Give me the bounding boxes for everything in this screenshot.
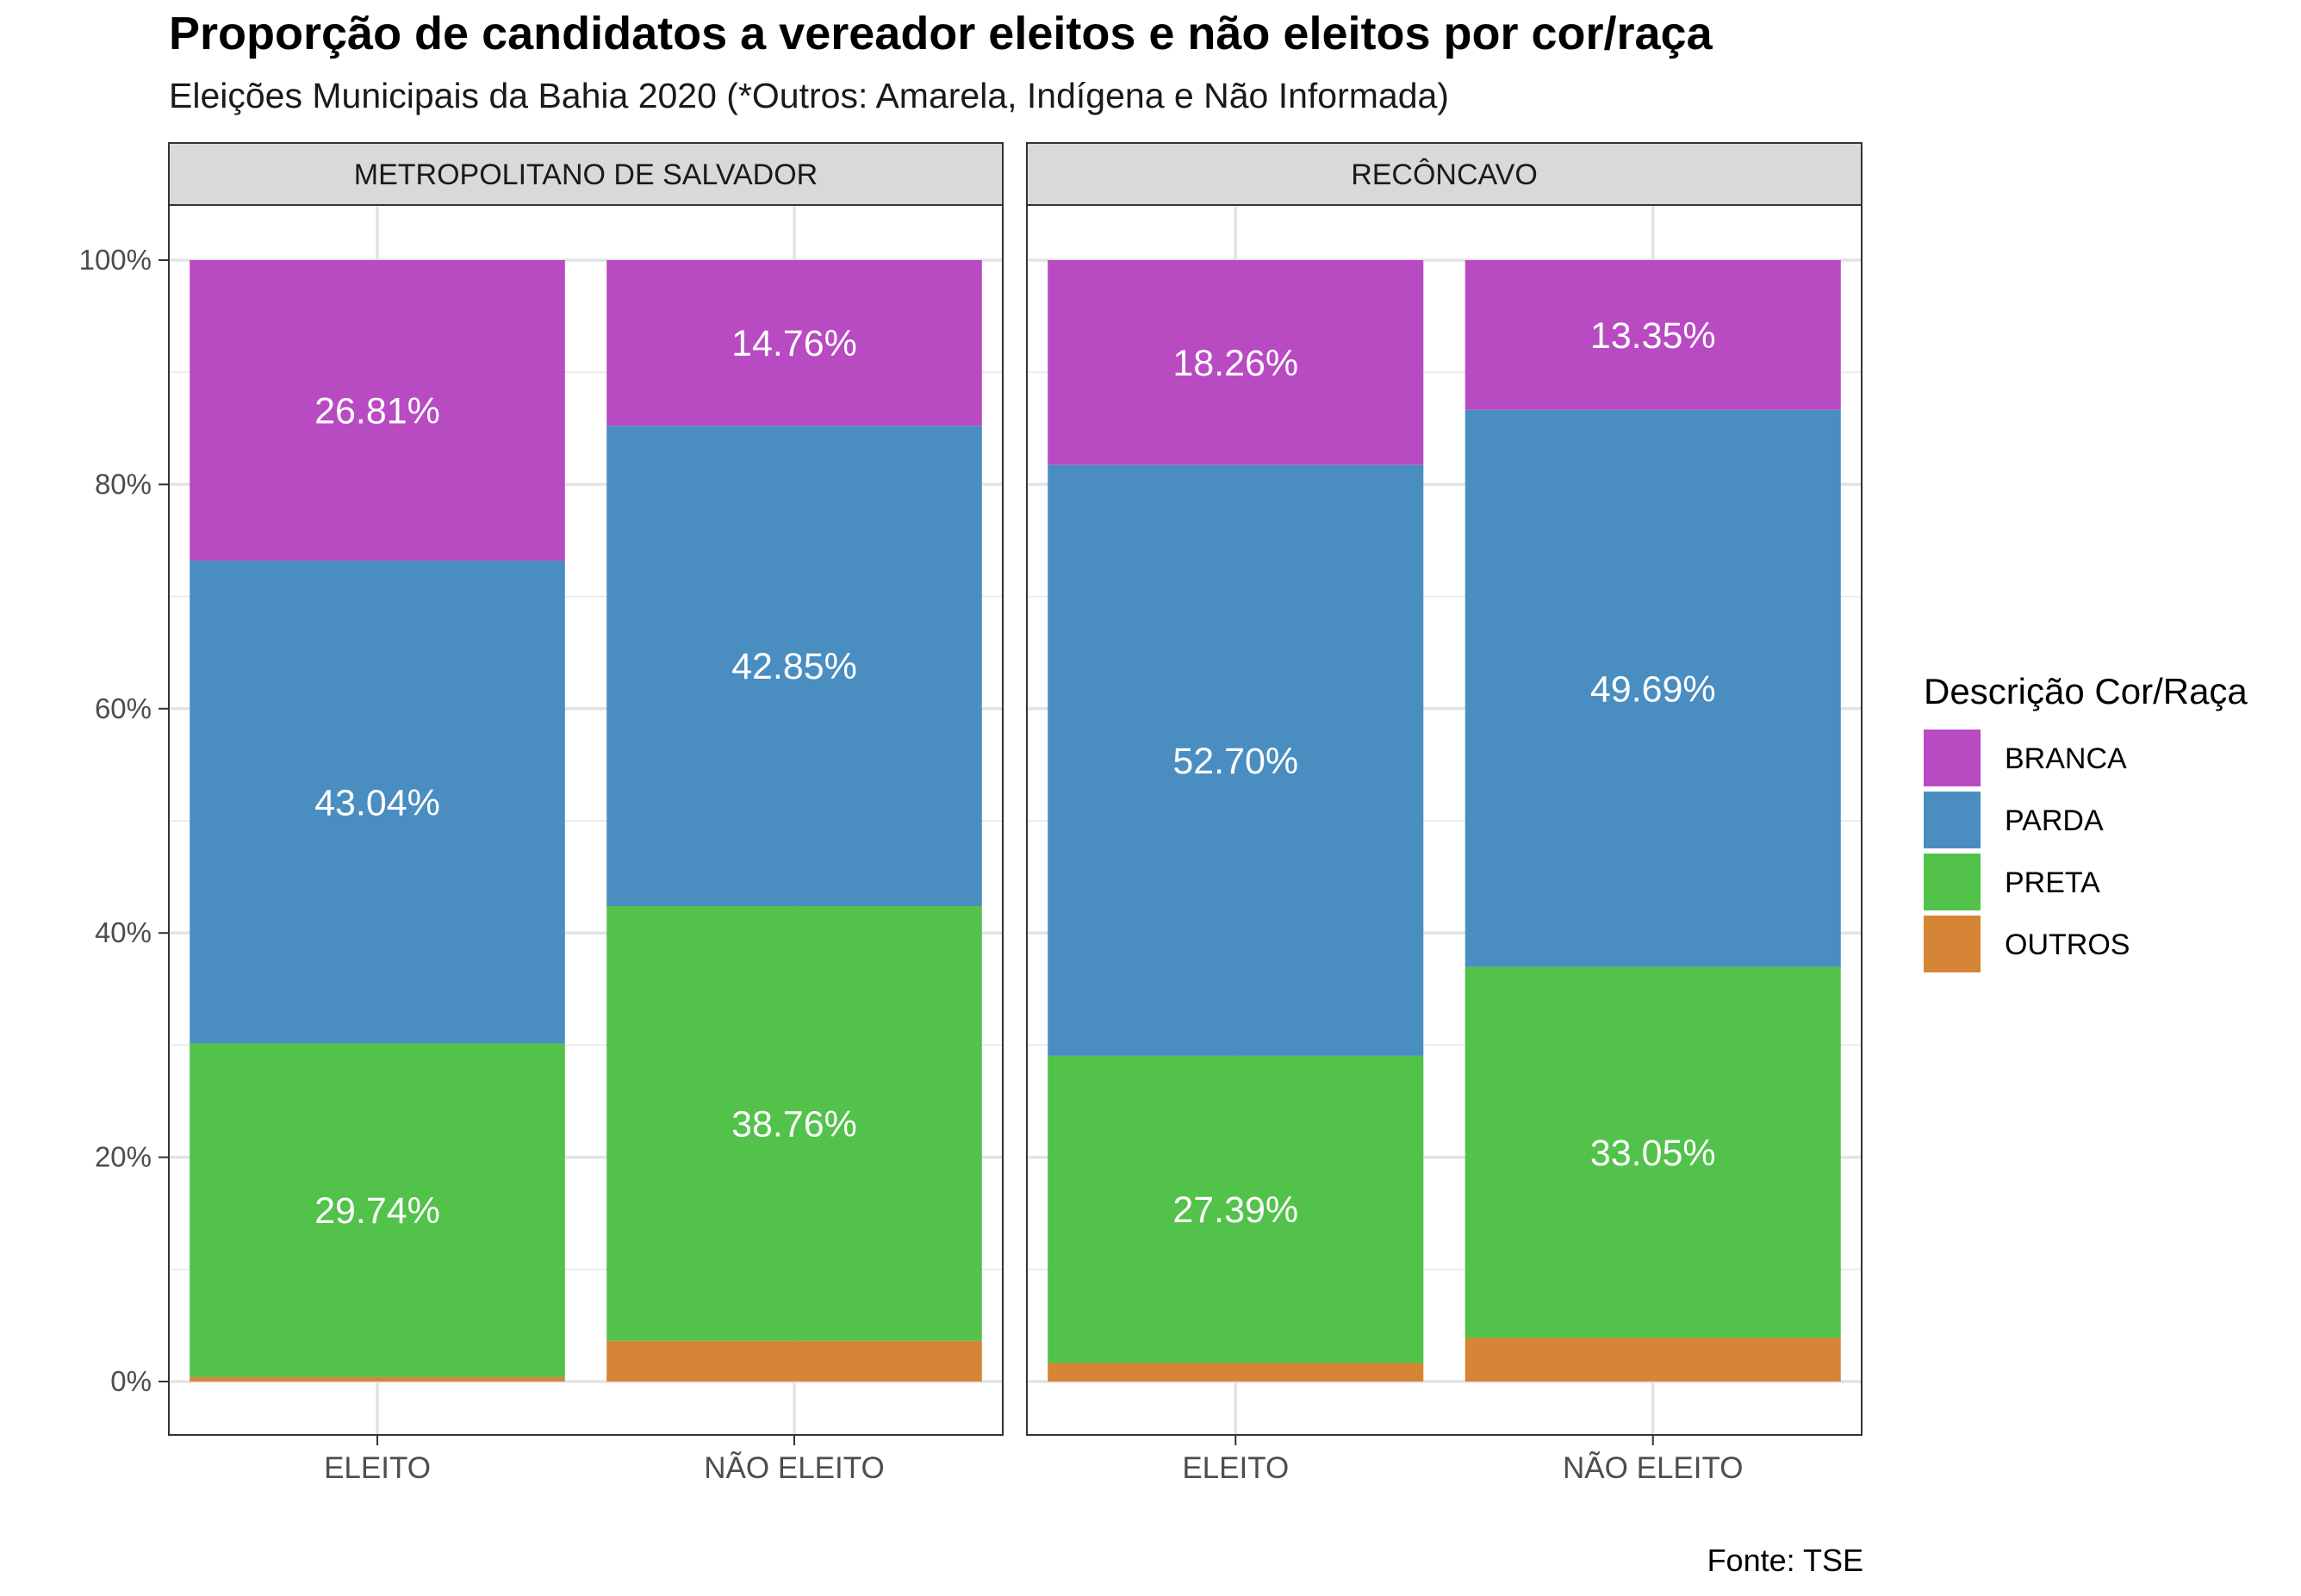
bar-segment-outros	[190, 1376, 565, 1382]
bar-segment-outros	[606, 1340, 982, 1382]
x-tick-label: ELEITO	[1182, 1451, 1289, 1485]
bar-segment-outros	[1048, 1363, 1424, 1382]
y-tick-label: 40%	[95, 916, 152, 948]
x-tick-label: NÃO ELEITO	[704, 1451, 884, 1485]
bar-segment-branca	[1465, 260, 1841, 410]
bar-segment-parda	[190, 561, 565, 1044]
bar-label: 27.39%	[1172, 1189, 1298, 1231]
bar-label: 18.26%	[1172, 343, 1298, 384]
bar-segment-preta	[190, 1043, 565, 1377]
legend-key-branca	[1924, 730, 1981, 786]
bar-segment-branca	[1048, 260, 1424, 465]
y-tick-label: 20%	[95, 1141, 152, 1173]
legend-label: OUTROS	[2005, 928, 2130, 961]
bar-label: 42.85%	[731, 646, 857, 687]
bar-segment-preta	[606, 906, 982, 1341]
bar-label: 29.74%	[314, 1190, 440, 1232]
y-tick-label: 60%	[95, 692, 152, 724]
bar-segment-branca	[606, 260, 982, 426]
bar-label: 52.70%	[1172, 741, 1298, 782]
bar-segment-parda	[606, 425, 982, 907]
bar-label: 14.76%	[731, 323, 857, 364]
bar-label: 49.69%	[1590, 668, 1716, 710]
bar-segment-parda	[1465, 409, 1841, 967]
y-tick-label: 100%	[79, 244, 152, 276]
bar-label: 26.81%	[314, 391, 440, 432]
legend-label: PRETA	[2005, 866, 2100, 899]
x-tick-label: ELEITO	[324, 1451, 431, 1485]
facet-strip-label: METROPOLITANO DE SALVADOR	[354, 158, 818, 191]
legend-key-outros	[1924, 916, 1981, 972]
bar-segment-parda	[1048, 464, 1424, 1056]
bar-label: 13.35%	[1590, 315, 1716, 357]
legend-label: PARDA	[2005, 804, 2104, 837]
x-tick-label: NÃO ELEITO	[1563, 1451, 1743, 1485]
bar-label: 38.76%	[731, 1103, 857, 1145]
bar-segment-outros	[1465, 1338, 1841, 1382]
facet-strip-1	[1026, 142, 1863, 206]
chart-caption: Fonte: TSE	[1707, 1543, 1863, 1578]
bar-label: 43.04%	[314, 782, 440, 823]
legend-title: Descrição Cor/Raça	[1924, 671, 2248, 711]
bar-segment-branca	[190, 260, 565, 562]
facet-strip-0	[168, 142, 1004, 206]
bar-segment-preta	[1048, 1055, 1424, 1363]
legend-key-preta	[1924, 854, 1981, 910]
chart-title: Proporção de candidatos a vereador eleit…	[169, 8, 1713, 59]
bar-label: 33.05%	[1590, 1133, 1716, 1174]
y-tick-label: 80%	[95, 468, 152, 500]
legend-key-parda	[1924, 792, 1981, 848]
bar-segment-preta	[1465, 966, 1841, 1338]
chart-subtitle: Eleições Municipais da Bahia 2020 (*Outr…	[169, 76, 1449, 115]
facet-strip-label: RECÔNCAVO	[1351, 158, 1538, 191]
y-tick-label: 0%	[110, 1365, 152, 1397]
legend-label: BRANCA	[2005, 742, 2127, 775]
